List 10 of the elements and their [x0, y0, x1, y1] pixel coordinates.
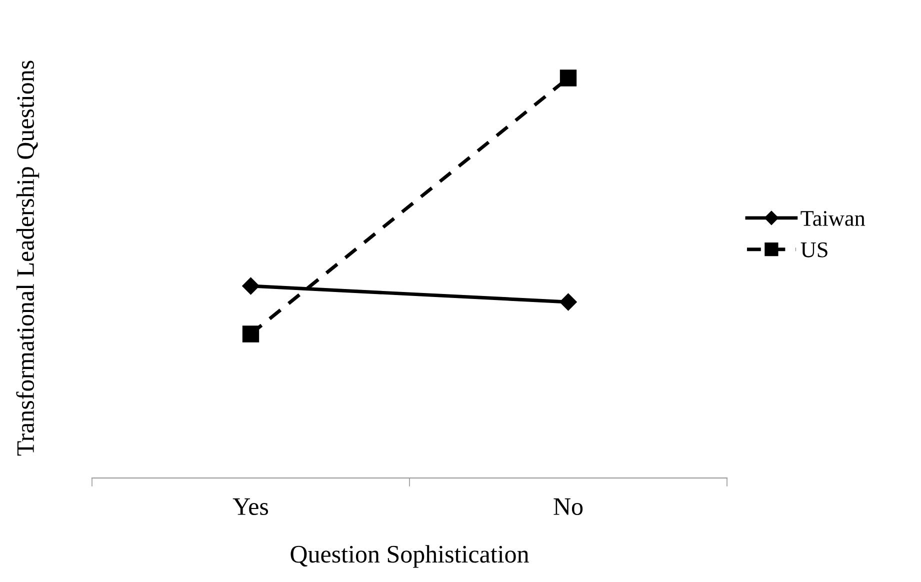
y-axis-title: Transformational Leadership Questions [16, 60, 40, 456]
point [242, 326, 260, 342]
legend-label: Taiwan [800, 210, 866, 226]
x-tick-label: Yes [232, 498, 268, 516]
legend-label: US [800, 242, 828, 258]
x-axis-title: Question Sophistication [290, 545, 529, 568]
point [560, 293, 577, 311]
point [560, 70, 577, 86]
x-tick-label: No [554, 498, 583, 516]
point [242, 277, 260, 295]
